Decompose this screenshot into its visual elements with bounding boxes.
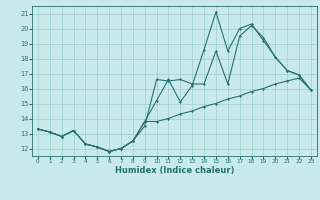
X-axis label: Humidex (Indice chaleur): Humidex (Indice chaleur) [115,166,234,175]
